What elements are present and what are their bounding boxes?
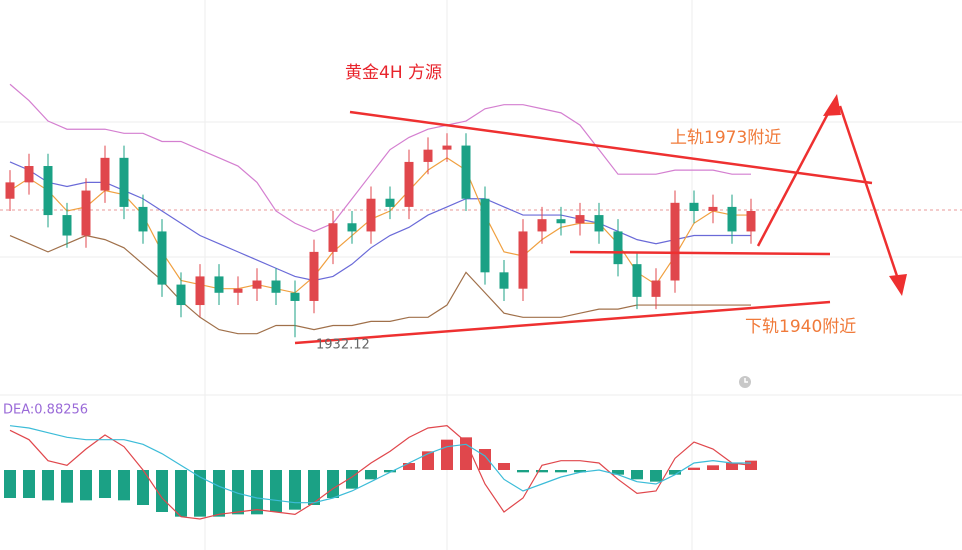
macd-bar	[669, 470, 681, 475]
macd-bar	[4, 470, 16, 498]
indicator-line	[9, 157, 751, 294]
candle-body	[404, 161, 414, 207]
candle-body	[461, 145, 471, 199]
trend-lines	[294, 103, 902, 345]
candle-body	[233, 288, 243, 293]
annotation: 上轨1973附近	[670, 128, 781, 148]
candle-body	[328, 223, 338, 252]
candle-body	[138, 206, 148, 232]
macd-bar	[441, 439, 453, 470]
macd-bar	[213, 470, 225, 517]
candle-body	[214, 276, 224, 293]
candle-body	[480, 198, 490, 273]
candle-body	[119, 157, 129, 207]
candle-body	[613, 231, 623, 265]
candle-body	[290, 292, 300, 301]
candle-body	[746, 210, 756, 232]
macd-bar	[232, 470, 244, 515]
macd-bar	[118, 470, 130, 501]
macd-bar	[707, 465, 719, 470]
macd-bar	[498, 463, 510, 470]
candle-body	[670, 202, 680, 281]
candle-body	[176, 284, 186, 306]
candle-body	[575, 215, 585, 224]
candle-body	[81, 190, 91, 236]
macd-bar	[42, 470, 54, 501]
macd-bar	[80, 470, 92, 501]
macd-bar	[61, 470, 73, 503]
candle-body	[62, 215, 72, 236]
candle-body	[309, 251, 319, 301]
candle-body	[366, 198, 376, 232]
macd-bar	[270, 470, 282, 512]
macd-bar	[308, 470, 320, 505]
macd-bar	[536, 470, 548, 473]
macd-bar	[194, 470, 206, 517]
candle-body	[727, 206, 737, 232]
candle-body	[442, 145, 452, 150]
macd-bar	[479, 449, 491, 470]
indicator-line	[9, 425, 751, 504]
indicator-line	[9, 234, 751, 335]
macd-bar	[422, 451, 434, 470]
candle-body	[157, 231, 167, 285]
low-label: 1932.12	[316, 338, 370, 353]
candle-body	[594, 215, 604, 232]
candle-body	[100, 157, 110, 191]
candle-body	[423, 149, 433, 162]
macd-bar	[251, 470, 263, 515]
candle-body	[252, 280, 262, 289]
chart-title: 黄金4H 方源	[345, 63, 442, 83]
candle-body	[5, 182, 15, 199]
macd-bar	[612, 470, 624, 475]
candle-body	[385, 198, 395, 207]
macd-bar	[137, 470, 149, 505]
macd-bar	[517, 470, 529, 473]
macd-bar	[688, 467, 700, 470]
macd-bar	[23, 470, 35, 498]
candle-body	[518, 231, 528, 289]
candle-body	[499, 272, 509, 289]
macd-bar	[555, 470, 567, 473]
indicator-line	[9, 425, 752, 520]
clock-icon	[739, 376, 751, 388]
candle-body	[347, 223, 357, 232]
macd-bar	[726, 463, 738, 470]
macd-bar	[289, 470, 301, 510]
annotation: 下轨1940附近	[745, 317, 856, 337]
macd-panel	[4, 425, 757, 520]
candle-body	[24, 166, 34, 183]
candle-body	[537, 219, 547, 232]
macd-bar	[403, 463, 415, 470]
candle-body	[632, 264, 642, 297]
macd-bar	[327, 470, 339, 498]
macd-bar	[631, 470, 643, 480]
indicator-line	[9, 161, 751, 282]
arrow-heads	[823, 94, 907, 296]
candle-body	[43, 166, 53, 216]
macd-bar	[650, 470, 662, 482]
candle-body	[271, 280, 281, 293]
candle-body	[689, 202, 699, 211]
candle-body	[195, 276, 205, 306]
macd-bar	[365, 470, 377, 480]
macd-bar	[175, 470, 187, 517]
macd-bar	[574, 470, 586, 473]
indicator-line	[9, 83, 751, 233]
main-panel	[5, 83, 756, 338]
macd-title: DEA:0.88256	[3, 403, 88, 418]
candle-body	[556, 219, 566, 224]
candle-body	[651, 280, 661, 297]
macd-bar	[384, 470, 396, 473]
candle-body	[708, 206, 718, 211]
macd-bar	[99, 470, 111, 498]
